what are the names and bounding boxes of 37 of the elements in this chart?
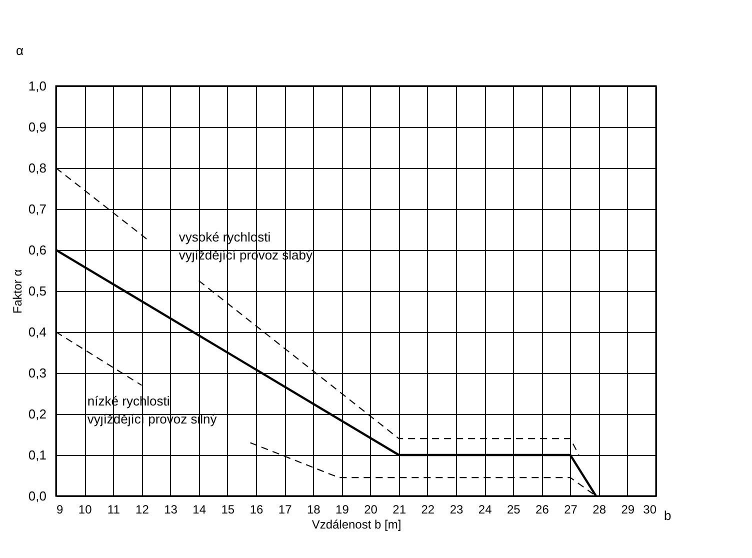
x-tick-label: 19 [336,502,350,516]
x-tick-label: 20 [364,502,378,516]
x-tick-label: 29 [621,502,635,516]
y-axis-title: Faktor α [10,269,24,314]
x-tick-label: 27 [564,502,578,516]
x-axis-title: Vzdálenost b [m] [312,518,402,532]
x-tick-label: 23 [450,502,464,516]
x-tick-label: 13 [164,502,178,516]
y-tick-label: 0,6 [28,242,46,258]
y-tick-label: 0,2 [28,406,46,422]
x-tick-label: 17 [278,502,292,516]
y-tick-label: 0,8 [28,160,46,176]
y-tick-label: 0,4 [28,324,46,340]
x-tick-label: 10 [78,502,92,516]
x-tick-label: 15 [221,502,235,516]
text: b [664,508,672,523]
x-tick-label: 18 [306,502,321,516]
y-tick-label: 0,1 [28,448,46,462]
y-tick-label: 0,5 [28,284,46,298]
x-tick-label: 12 [136,502,150,516]
x-tick-label: 16 [250,502,264,516]
x-tick-label: 22 [421,502,435,516]
x-tick-label: 11 [107,502,120,516]
x-tick-label: 21 [392,502,406,516]
text: α [16,43,24,58]
y-tick-label: 1,0 [28,78,46,94]
y-tick-label: 0,3 [28,366,46,380]
x-tick-label: 14 [192,502,206,516]
x-tick-label: 28 [592,502,606,516]
x-tick-label: 9 [56,502,64,516]
x-tick-label: 25 [506,502,521,516]
y-tick-label: 0,9 [28,120,46,134]
y-tick-label: 0,7 [28,202,46,216]
x-tick-label: 30 [643,502,657,516]
x-tick-label: 24 [478,502,492,516]
y-tick-label: 0,0 [28,488,46,504]
x-tick-label: 26 [536,502,550,516]
